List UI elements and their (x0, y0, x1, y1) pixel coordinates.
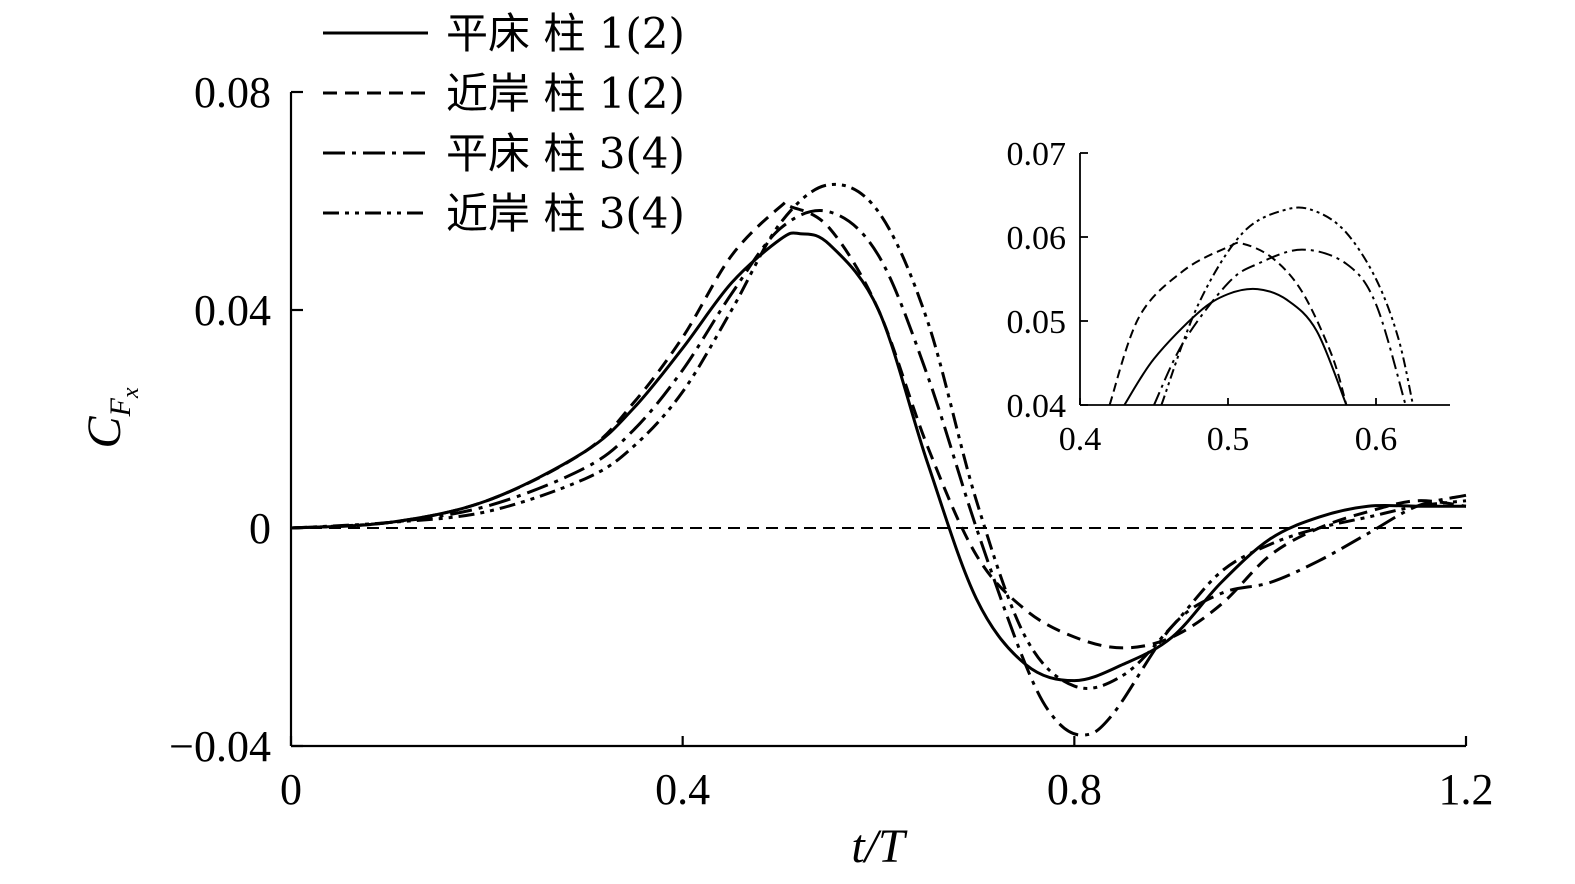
y-axis-title: CFx (78, 387, 144, 448)
series-line-2 (290, 200, 1467, 650)
x-tick-label: 0 (280, 765, 302, 814)
svg-text:CFx: CFx (78, 387, 144, 448)
legend-label-2: 近岸 柱 1(2) (446, 69, 685, 118)
series-line-4 (290, 182, 1467, 690)
inset-y-tick-label: 0.06 (1007, 220, 1067, 257)
inset-series-line-1 (1123, 287, 1348, 406)
main-series-group (290, 182, 1467, 737)
legend-label-3: 平床 柱 3(4) (446, 129, 685, 178)
x-tick-label: 0.8 (1047, 765, 1102, 814)
legend-label-1: 平床 柱 1(2) (446, 9, 685, 58)
legend: 平床 柱 1(2) 近岸 柱 1(2) 平床 柱 3(4) 近岸 柱 3(4) (323, 9, 685, 238)
inset-x-tick-label: 0.6 (1355, 421, 1398, 458)
x-tick-label: 1.2 (1439, 765, 1494, 814)
inset-y-tick-label: 0.07 (1007, 136, 1067, 173)
legend-label-4: 近岸 柱 3(4) (446, 189, 685, 238)
y-tick-label: 0 (249, 504, 271, 553)
series-line-1 (290, 231, 1466, 683)
y-axis-title-sub: F (104, 397, 137, 417)
inset-x-tick-label: 0.4 (1059, 421, 1102, 458)
y-tick-label: 0.08 (194, 68, 271, 117)
inset-chart: 0.4 0.5 0.6 0.04 0.05 0.06 0.07 (1007, 136, 1450, 458)
inset-x-tick-label: 0.5 (1207, 421, 1250, 458)
y-tick-label: −0.04 (169, 722, 271, 771)
inset-series-line-4 (1160, 206, 1414, 406)
x-tick-label: 0.4 (655, 765, 710, 814)
x-axis-title: t/T (851, 820, 908, 873)
inset-series-line-3 (1153, 248, 1407, 406)
y-axis-title-main: C (78, 416, 131, 449)
inset-y-tick-label: 0.04 (1007, 388, 1067, 425)
inset-y-tick-label: 0.05 (1007, 304, 1067, 341)
y-tick-label: 0.04 (194, 286, 271, 335)
series-line-3 (290, 209, 1467, 737)
inset-series-line-2 (1108, 241, 1348, 406)
y-axis-title-subsub: x (118, 387, 144, 399)
